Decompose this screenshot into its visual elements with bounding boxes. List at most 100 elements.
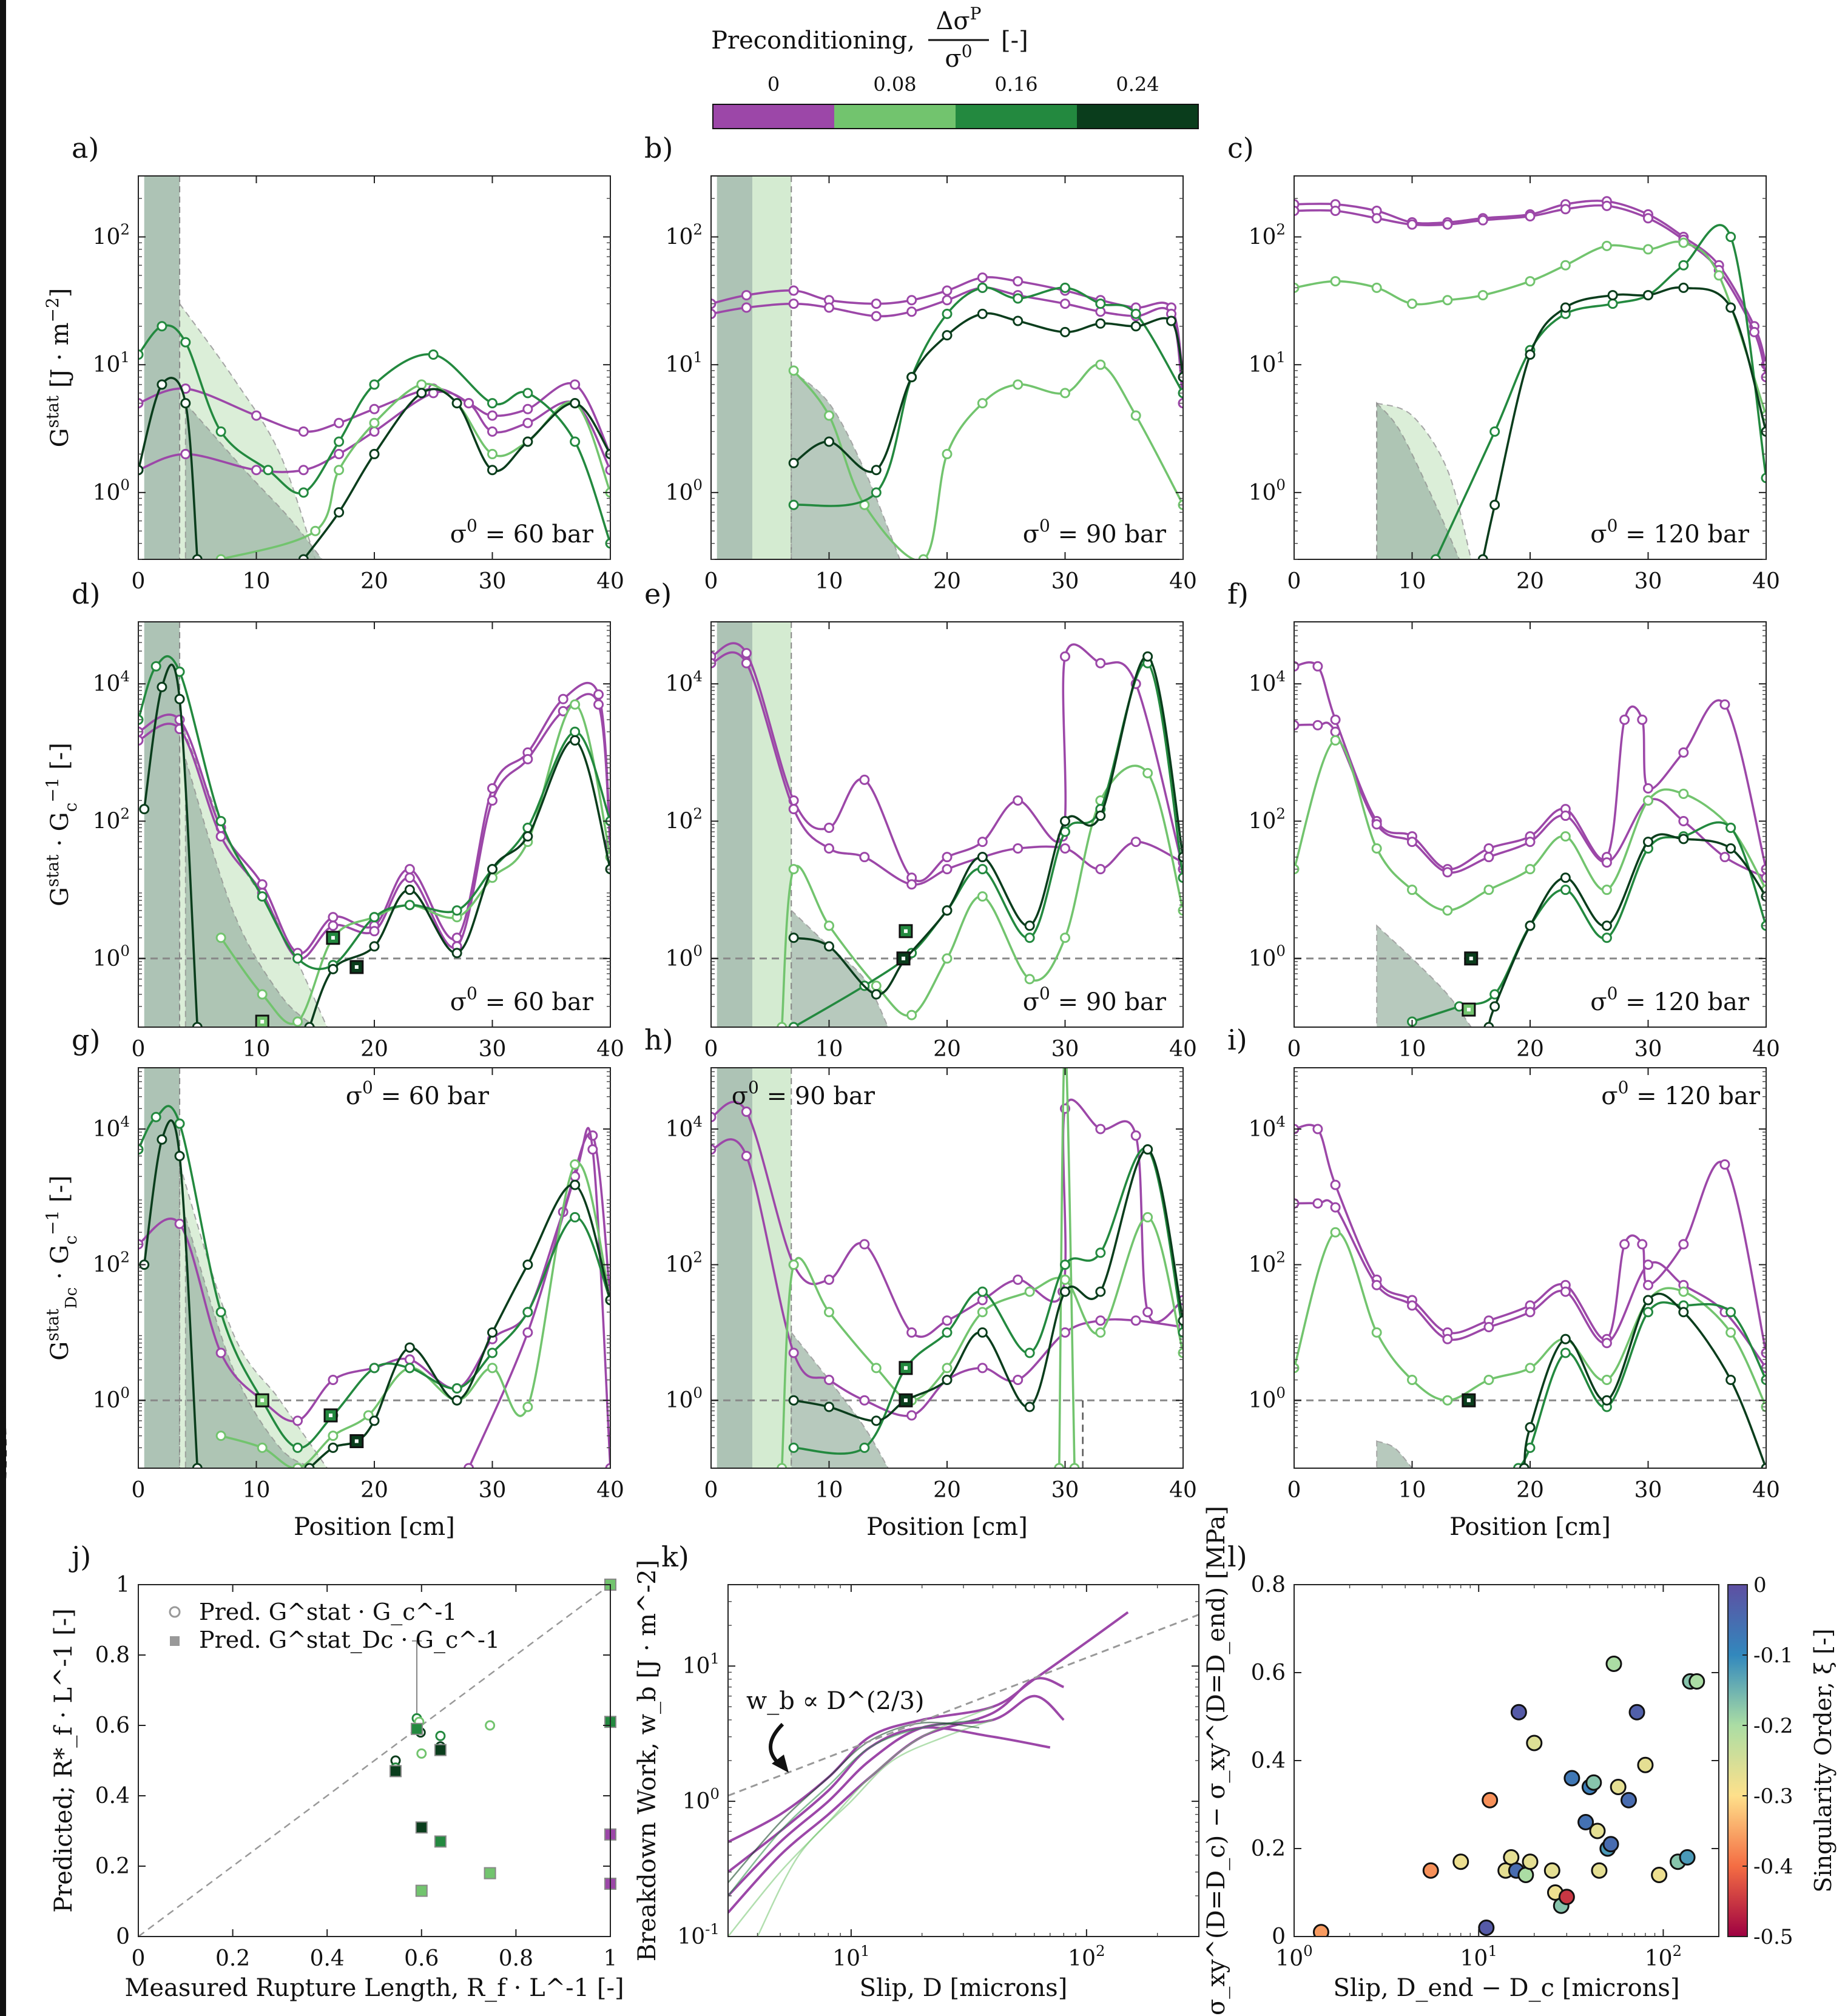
series-line (1058, 1068, 1076, 1468)
series-marker (788, 1395, 799, 1406)
tick-label: 30 (479, 1478, 507, 1503)
tick-label: 0.2 (215, 1946, 250, 1971)
series-marker (788, 1347, 799, 1358)
series-marker (1430, 554, 1441, 559)
square-marker-dot (903, 1398, 908, 1403)
panel-label: d) (72, 578, 100, 610)
scatter-point (1452, 1853, 1469, 1870)
series-marker (871, 487, 882, 498)
series-marker (587, 1144, 598, 1155)
series-marker (1678, 282, 1689, 293)
series-line (138, 1105, 610, 1449)
series-marker (824, 436, 834, 447)
series-marker (257, 1442, 268, 1453)
series-marker (1095, 298, 1106, 309)
series-marker (487, 465, 498, 476)
scatter-point (1679, 1849, 1696, 1866)
series-line (728, 1719, 980, 1896)
plot-area (728, 1611, 1199, 1937)
tick-label: 102 (1249, 804, 1286, 834)
series-marker (1678, 1286, 1689, 1297)
colorbar-frac-num: ΔσP (936, 4, 981, 35)
series-marker (1095, 1247, 1106, 1258)
series-marker (1519, 1463, 1530, 1468)
series-marker (1483, 1022, 1494, 1027)
series-marker (1013, 293, 1024, 304)
series-marker (570, 436, 581, 447)
tick-label: 10 (243, 1037, 271, 1062)
series-marker (570, 398, 581, 409)
square-marker (415, 1884, 428, 1897)
series-marker (1643, 837, 1653, 848)
tick-label: 0.4 (310, 1946, 345, 1971)
colorbar-segment (1077, 104, 1198, 129)
tick-label: 0 (116, 1924, 130, 1949)
y-axis-label: GstatDc · Gc−1 [-] (42, 1175, 81, 1360)
series-line (792, 363, 1183, 559)
series-marker (257, 891, 268, 902)
series-marker (977, 1327, 988, 1338)
series-marker (1060, 816, 1070, 827)
series-marker (404, 1354, 415, 1365)
series-marker (859, 774, 870, 785)
series-marker (1371, 1327, 1382, 1338)
tick-label: 100 (1249, 942, 1286, 971)
tick-label: 102 (93, 804, 130, 834)
plot-area (138, 622, 610, 1027)
singularity-colorbar (1727, 1584, 1748, 1937)
series-line (757, 1719, 993, 1937)
series-marker (1489, 426, 1500, 437)
series-marker (1060, 326, 1070, 337)
series-marker (1060, 282, 1070, 293)
series-marker (711, 308, 717, 319)
tick-label: 0 (704, 1037, 718, 1062)
series-marker (1483, 1322, 1494, 1333)
series-line (143, 1119, 199, 1468)
series-marker (263, 465, 274, 476)
series-marker (1013, 1274, 1024, 1285)
preconditioning-colorbar: Preconditioning, ΔσP σ0 [-] 0 0.08 0.16 0.2… (711, 4, 1199, 129)
series-marker (369, 926, 380, 937)
series-line (138, 382, 610, 455)
scatter-point (1563, 1770, 1580, 1787)
series-marker (942, 1363, 953, 1374)
series-marker (1525, 276, 1536, 287)
tick-label: 10 (815, 1037, 843, 1062)
series-marker (942, 864, 953, 875)
plot-area (711, 176, 1183, 559)
square-marker (390, 1765, 402, 1778)
series-marker (1371, 819, 1382, 830)
series-marker (1713, 270, 1724, 281)
colorbar-title: Preconditioning, (711, 27, 915, 55)
colorbar-tick-label: 0.08 (873, 73, 916, 96)
series-marker (741, 302, 752, 313)
series-marker (1607, 298, 1618, 309)
series-marker (570, 1159, 581, 1170)
tick-label: 30 (1634, 1037, 1662, 1062)
series-marker (1013, 1375, 1024, 1386)
series-marker (369, 941, 380, 952)
series-marker (215, 554, 226, 559)
series-marker (192, 554, 203, 559)
series-marker (1442, 905, 1453, 916)
square-marker-dot (903, 929, 908, 933)
series-line (711, 1138, 1183, 1417)
series-marker (942, 330, 953, 341)
series-marker (428, 349, 439, 360)
y-axis-label: Gstat [J · m−2] (42, 288, 74, 448)
series-marker (906, 306, 917, 317)
series-marker (369, 912, 380, 923)
series-marker (292, 1016, 303, 1027)
series-marker (487, 1327, 498, 1338)
series-marker (1678, 1239, 1689, 1250)
series-marker (1678, 260, 1689, 271)
series-marker (1407, 298, 1417, 309)
shaded-region (717, 176, 753, 559)
series-marker (918, 554, 929, 559)
series-marker (1095, 811, 1106, 821)
series-marker (871, 1415, 882, 1426)
tick-label: 102 (1645, 1942, 1682, 1971)
series-marker (487, 426, 498, 437)
panel-b: 0 10 20 30 40 100 101 102 b) σ0 = 90 bar (644, 132, 1197, 594)
scatter-point (1621, 1792, 1638, 1809)
